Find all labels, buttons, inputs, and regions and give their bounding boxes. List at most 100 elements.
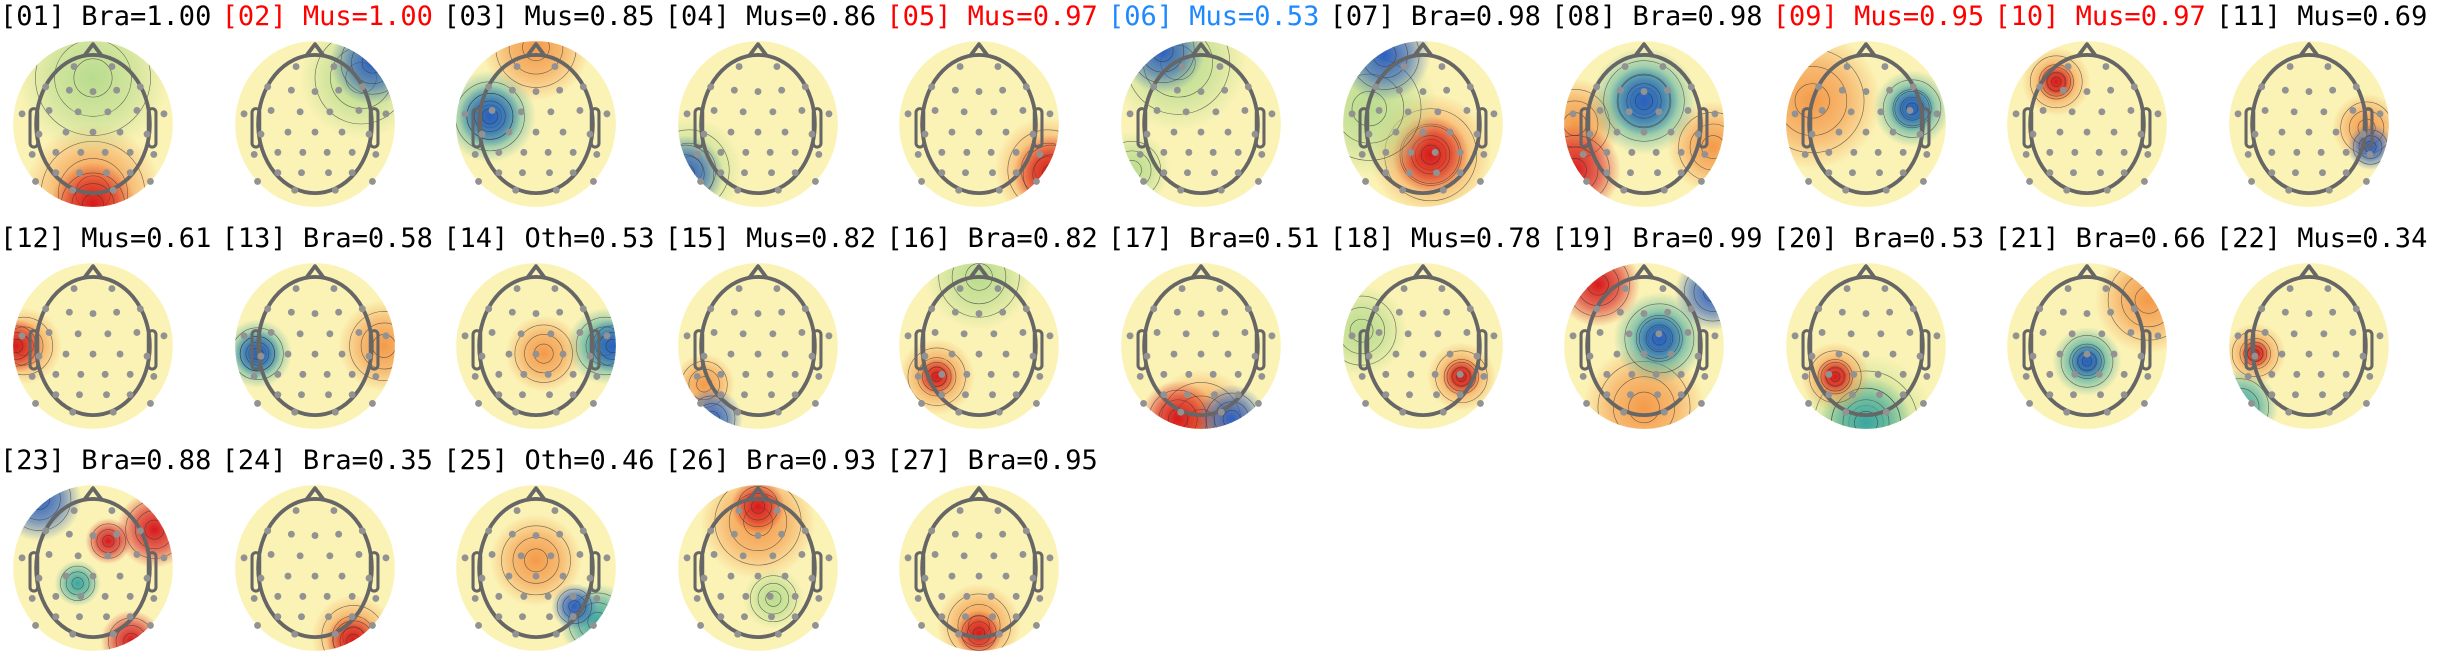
electrode-dot [2036, 305, 2044, 313]
electrode-dot [932, 329, 939, 336]
electrode-dot [517, 108, 525, 116]
contour-line [1617, 74, 1671, 128]
electrode-dot [2098, 108, 2106, 116]
electrode-dot [773, 507, 781, 515]
electrode-dot [990, 330, 998, 338]
electrode-dot [104, 330, 112, 338]
scalp-topomap [899, 263, 1060, 429]
head-outline [18, 486, 168, 640]
electrode-dot [590, 177, 598, 185]
electrode-dot [1847, 108, 1855, 116]
contour-line [13, 316, 53, 376]
electrode-dot [1224, 350, 1232, 358]
electrode-dot [109, 186, 117, 194]
electrode-dot [104, 552, 112, 560]
component-label: [23] Bra=0.88 [0, 445, 212, 476]
electrode-dot [495, 592, 503, 600]
scalp-topomap [13, 263, 173, 429]
head-outline [1791, 264, 1941, 418]
electrode-dot [1398, 408, 1406, 416]
electrode-dot [999, 86, 1007, 94]
head-outline [18, 42, 168, 196]
electrode-dot [520, 148, 528, 156]
electrode-dot [2154, 332, 2162, 340]
electrode-dot [89, 88, 97, 96]
electrode-dot [1160, 370, 1168, 378]
electrode-dot [1392, 350, 1400, 358]
component-label: [03] Mus=0.85 [443, 1, 655, 32]
electrode-dot [1013, 370, 1021, 378]
electrode-dot [1419, 310, 1427, 318]
electrode-dot [338, 572, 346, 580]
electrode-dot [975, 88, 983, 96]
electrode-dot [2060, 86, 2068, 94]
electrode-dot [544, 148, 552, 156]
scalp-topomap [234, 263, 395, 429]
electrode-dot [735, 63, 743, 71]
electrode-dot [734, 408, 741, 416]
electrode-dot [488, 329, 496, 336]
electrode-dot [297, 391, 305, 399]
electrode-dot [2332, 350, 2340, 358]
electrode-dot [586, 574, 594, 582]
electrode-dot [1569, 110, 1577, 118]
electrode-dot [70, 285, 78, 293]
electrode-dot [798, 551, 806, 558]
electrode-dot [1919, 177, 1927, 185]
electrode-dot [1640, 350, 1648, 358]
electrode-dot [42, 305, 50, 313]
electrode-dot [296, 552, 304, 560]
electrode-dot [1251, 352, 1259, 360]
electrode-dot [1434, 108, 1441, 116]
electrode-dot [1395, 308, 1403, 316]
activation-blob [730, 485, 785, 534]
electrode-dot [975, 128, 983, 136]
scalp-topomap [1121, 41, 1281, 207]
electrode-dot [113, 86, 121, 94]
electrode-dot [559, 350, 567, 358]
electrode-dot [1173, 308, 1181, 316]
contour-line [2046, 71, 2067, 92]
electrode-dot [2234, 332, 2242, 340]
head-outline [18, 264, 168, 418]
electrode-dot [791, 148, 799, 156]
scalp-topomap [13, 41, 173, 207]
electrode-dot [89, 310, 97, 318]
electrode-dot [1933, 110, 1941, 118]
electrode-dot [532, 350, 540, 358]
electrode-dot [32, 177, 40, 185]
electrode-dot [519, 169, 527, 177]
electrode-dot [546, 391, 554, 399]
electrode-dot [1613, 128, 1621, 136]
electrode-dot [517, 552, 525, 560]
electrode-dot [292, 507, 300, 515]
head-outline [461, 42, 611, 196]
head-outline [904, 264, 1054, 418]
electrode-dot [918, 399, 926, 407]
electrode-dot [2070, 169, 2078, 177]
electrode-dot [1375, 329, 1383, 336]
electrode-dot [1438, 63, 1445, 71]
electrode-dot [475, 621, 483, 629]
electrode-dot [126, 613, 134, 621]
electrode-dot [811, 177, 819, 185]
electrode-dot [769, 330, 777, 338]
electrode-dot [2098, 330, 2106, 338]
electrode-dot [739, 108, 747, 116]
electrode-dot [1667, 128, 1675, 136]
scalp-topomap [677, 41, 838, 207]
electrode-dot [2107, 86, 2115, 94]
electrode-dot [1490, 332, 1497, 340]
electrode-dot [18, 110, 26, 118]
component-9: [09] Mus=0.95 [1773, 0, 1994, 222]
electrode-dot [1627, 391, 1635, 399]
electrode-dot [74, 330, 82, 338]
electrode-dot [808, 130, 816, 138]
electrode-dot [298, 148, 306, 156]
electrode-dot [324, 613, 332, 621]
electrode-dot [2292, 169, 2299, 177]
component-13: [13] Bra=0.58 [222, 222, 443, 444]
electrode-dot [1178, 63, 1186, 71]
scalp-topomap [2229, 263, 2389, 429]
electrode-dot [975, 532, 983, 540]
